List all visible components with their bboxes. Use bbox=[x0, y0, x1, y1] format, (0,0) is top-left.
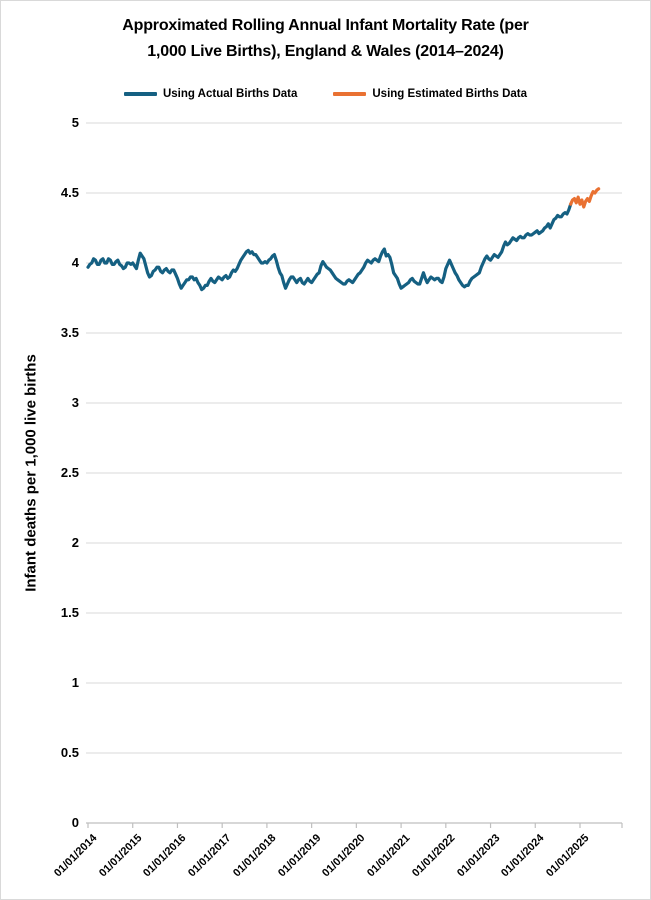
chart-title: Approximated Rolling Annual Infant Morta… bbox=[1, 13, 650, 65]
legend-line-swatch-actual bbox=[123, 92, 157, 96]
y-tick-label: 1.5 bbox=[60, 605, 79, 620]
legend-line-swatch-estimated bbox=[333, 92, 367, 96]
y-tick-label: 0.5 bbox=[60, 745, 79, 760]
y-tick-label: 1 bbox=[71, 675, 79, 690]
legend: Using Actual Births Data Using Estimated… bbox=[1, 85, 650, 103]
legend-item-actual: Using Actual Births Data bbox=[123, 88, 298, 100]
y-tick-label: 4.5 bbox=[60, 185, 79, 200]
y-tick-label: 5 bbox=[71, 115, 79, 130]
chart-title-line2: 1,000 Live Births), England & Wales (201… bbox=[147, 43, 504, 60]
legend-label-estimated: Using Estimated Births Data bbox=[372, 88, 528, 100]
y-tick-label: 3 bbox=[71, 395, 79, 410]
y-tick-label: 0 bbox=[71, 815, 79, 830]
legend-label-actual: Using Actual Births Data bbox=[162, 88, 298, 100]
y-tick-label: 4 bbox=[71, 255, 79, 270]
y-tick-label: 2.5 bbox=[60, 465, 79, 480]
legend-item-estimated: Using Estimated Births Data bbox=[333, 88, 527, 100]
y-tick-label: 3.5 bbox=[60, 325, 79, 340]
chart-title-line1: Approximated Rolling Annual Infant Morta… bbox=[122, 17, 529, 34]
y-tick-label: 2 bbox=[71, 535, 79, 550]
